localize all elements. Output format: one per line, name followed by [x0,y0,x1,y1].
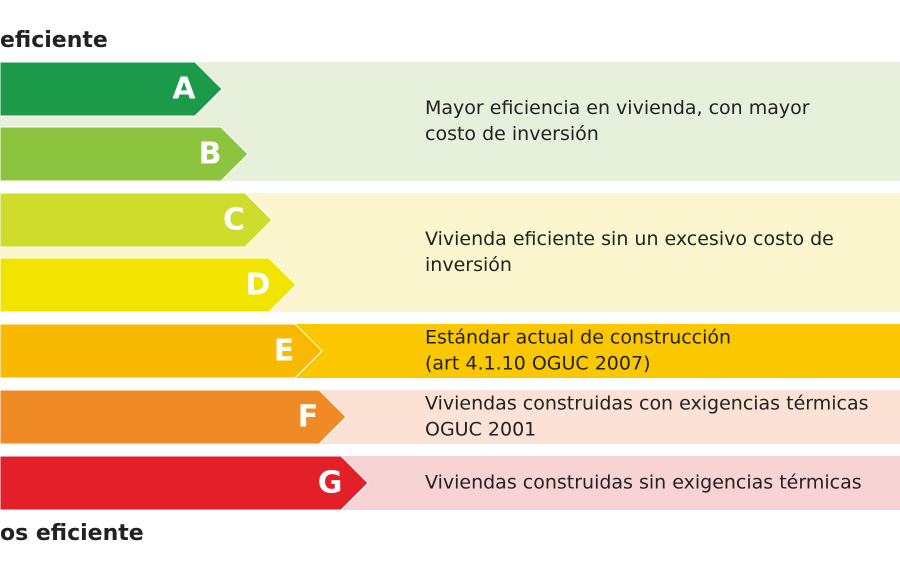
class-arrow [0,389,347,445]
class-arrow [0,61,223,117]
description-text: Viviendas construidas con exigencias tér… [425,393,869,415]
description-text: Estándar actual de construcción [425,327,731,349]
description-text: inversión [425,254,512,276]
description-text: OGUC 2001 [425,419,536,441]
class-letter: E [274,334,295,369]
description-text: Vivienda eficiente sin un excesivo costo… [425,228,834,250]
description-text: (art 4.1.10 OGUC 2007) [425,353,651,375]
class-arrow [0,192,273,248]
top-label: eficiente [0,28,108,53]
class-arrow [0,126,249,182]
class-arrow [0,455,369,511]
class-letter: D [246,268,271,303]
class-letter: A [172,72,196,107]
class-letter: C [223,203,245,238]
class-arrow [0,257,297,313]
class-arrow [0,323,323,379]
class-letter: F [298,400,319,435]
description-text: costo de inversión [425,123,599,145]
class-letter: B [199,137,222,172]
description-text: Viviendas construidas sin exigencias tér… [425,472,862,494]
class-letter: G [318,466,343,501]
description-text: Mayor eficiencia en vivienda, con mayor [425,97,810,119]
bottom-label: os eficiente [0,521,144,546]
